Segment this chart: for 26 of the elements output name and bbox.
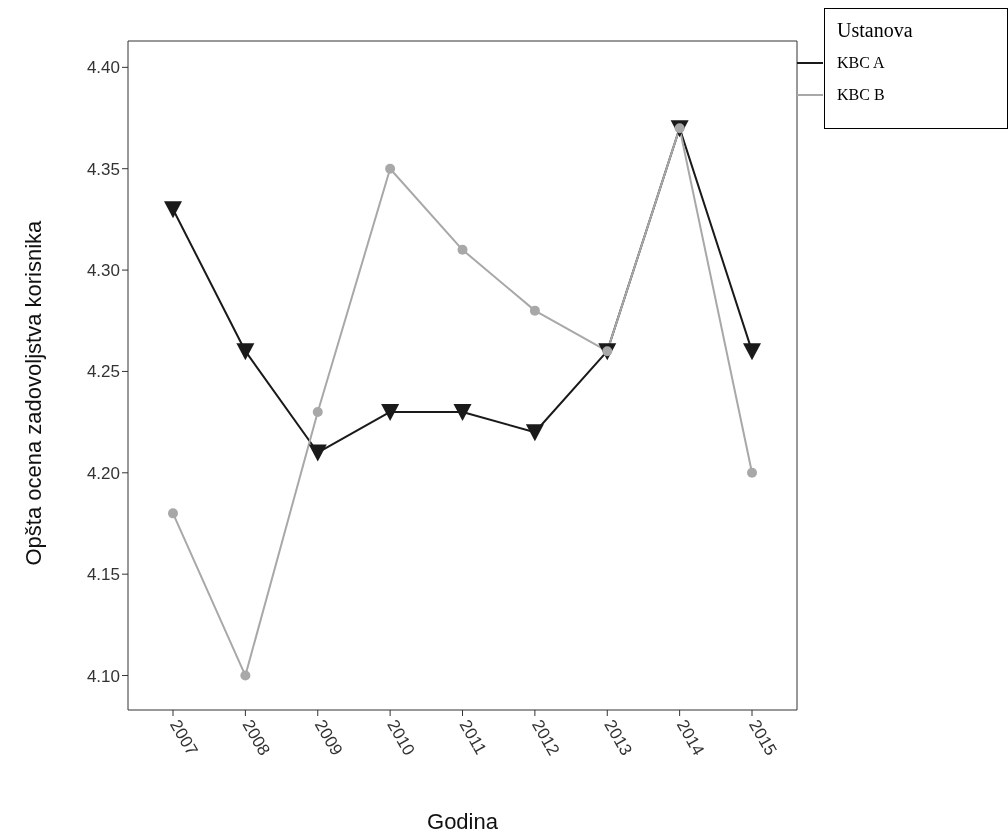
point [381,403,400,421]
point [164,201,182,219]
point [529,305,540,316]
y-tick-label: 4.20 [86,463,120,483]
point [457,244,468,255]
y-tick-label: 4.15 [86,565,120,585]
point [240,670,251,681]
point [312,406,323,417]
legend-label: KBC A [837,54,886,72]
y-tick-label: 4.25 [86,362,120,382]
y-tick-label: 4.35 [86,159,120,179]
point [168,508,178,519]
point [385,163,396,174]
point [743,343,761,361]
point [236,343,255,361]
point [453,403,472,421]
x-axis-title: Godina [427,809,499,834]
point [747,467,757,478]
legend-title: Ustanova [837,19,914,42]
y-tick-label: 4.40 [86,58,120,78]
point [525,424,544,442]
y-tick-label: 4.30 [86,261,120,281]
legend-label: KBC B [837,86,886,104]
point [308,444,327,462]
y-axis-title: Opšta ocena zadovoljstva korisnika [20,219,46,566]
y-tick-label: 4.10 [86,666,120,686]
